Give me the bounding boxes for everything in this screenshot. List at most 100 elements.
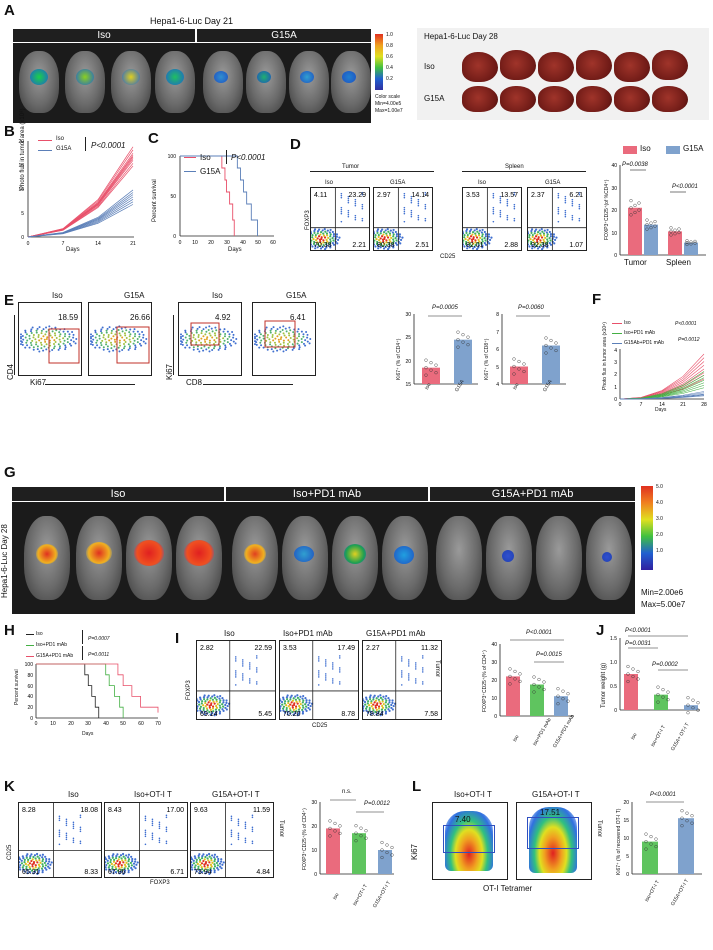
- density-dot: [280, 709, 282, 712]
- density-dot: [313, 240, 316, 244]
- e-ylabel2: Ki67⁺ (% of CD8⁺): [484, 338, 490, 380]
- density-dot: [313, 228, 317, 231]
- density-dot: [151, 836, 154, 839]
- density-dot: [58, 347, 61, 350]
- density-dot: [191, 861, 193, 864]
- density-dot: [145, 337, 148, 340]
- density-dot: [255, 669, 258, 671]
- density-dot: [248, 682, 251, 684]
- bar-iso-ot1: [352, 833, 366, 874]
- density-dot: [131, 857, 134, 861]
- density-dot: [200, 702, 203, 705]
- density-dot: [204, 705, 207, 708]
- density-dot: [45, 859, 48, 863]
- g-scale-max: Max=5.00e7: [641, 600, 686, 609]
- data-dot: [661, 695, 665, 699]
- density-dot: [127, 348, 130, 351]
- ivis-image-day28: [12, 502, 635, 614]
- density-dot: [165, 816, 168, 819]
- density-dot: [127, 869, 130, 872]
- svg-text:21: 21: [130, 241, 136, 247]
- density-dot: [79, 826, 82, 829]
- colorscale-tick: 1.0: [386, 32, 393, 38]
- density-dot: [548, 236, 551, 240]
- l-flow-plot-1: [432, 802, 508, 880]
- density-dot: [165, 814, 168, 817]
- data-dot: [434, 371, 438, 375]
- density-dot: [266, 348, 269, 351]
- density-dot: [564, 211, 567, 214]
- density-dot: [127, 871, 130, 874]
- density-dot: [230, 843, 233, 846]
- svg-text:30: 30: [224, 240, 230, 246]
- density-dot: [407, 659, 410, 661]
- density-dot: [198, 326, 201, 329]
- svg-text:40: 40: [103, 721, 109, 727]
- density-dot: [271, 333, 274, 336]
- svg-text:0.5: 0.5: [610, 684, 617, 690]
- bar-g15a-pd1: [554, 696, 568, 716]
- density-dot: [111, 865, 114, 868]
- data-dot: [542, 680, 546, 684]
- density-dot: [123, 339, 126, 342]
- density-dot: [244, 823, 247, 826]
- density-dot: [340, 192, 343, 195]
- density-dot: [255, 657, 258, 659]
- density-dot: [98, 337, 101, 340]
- density-dot: [213, 345, 216, 348]
- density-dot: [262, 346, 265, 349]
- density-dot: [466, 247, 469, 250]
- density-dot: [72, 333, 75, 336]
- h-pval2: P=0.0011: [88, 652, 110, 658]
- data-dot: [380, 855, 384, 860]
- density-dot: [269, 329, 272, 332]
- density-dot: [288, 334, 291, 337]
- density-dot: [291, 704, 294, 707]
- density-dot: [385, 239, 388, 242]
- density-dot: [463, 239, 465, 242]
- density-dot: [217, 348, 220, 351]
- density-dot: [19, 863, 22, 867]
- density-dot: [188, 346, 191, 349]
- density-dot: [21, 335, 24, 338]
- density-dot: [79, 814, 82, 817]
- density-dot: [241, 679, 244, 681]
- density-dot: [318, 238, 322, 241]
- density-dot: [205, 338, 208, 340]
- density-dot: [472, 236, 475, 239]
- svg-text:0: 0: [314, 872, 317, 878]
- density-dot: [258, 331, 261, 334]
- density-dot: [207, 852, 211, 856]
- density-dot: [118, 872, 121, 875]
- c-legend-g15a: G15A: [200, 167, 221, 176]
- density-dot: [39, 854, 42, 857]
- i-ylabel: FOXP3: [186, 680, 192, 700]
- quadrant-value: 22.59: [254, 645, 272, 652]
- density-dot: [35, 343, 38, 346]
- panel-label-h: H: [4, 622, 15, 639]
- density-dot: [115, 855, 118, 858]
- density-dot: [191, 868, 194, 871]
- data-dot: [364, 829, 368, 833]
- density-dot: [116, 853, 119, 856]
- density-dot: [335, 233, 339, 236]
- density-dot: [45, 868, 48, 871]
- density-dot: [281, 703, 284, 706]
- density-dot: [198, 872, 201, 875]
- density-dot: [564, 197, 567, 200]
- panel-label-k: K: [4, 778, 15, 795]
- density-dot: [225, 699, 228, 702]
- e-title-g15a: G15A: [124, 291, 145, 300]
- density-dot: [165, 830, 168, 833]
- density-dot: [208, 706, 211, 709]
- svg-text:0: 0: [179, 240, 182, 246]
- density-dot: [274, 329, 277, 332]
- e-gate-2: 26.66: [130, 313, 151, 322]
- density-dot: [231, 330, 234, 333]
- density-dot: [128, 347, 131, 350]
- density-dot: [319, 231, 323, 234]
- density-dot: [195, 870, 198, 873]
- density-dot: [63, 335, 66, 338]
- density-dot: [106, 862, 110, 865]
